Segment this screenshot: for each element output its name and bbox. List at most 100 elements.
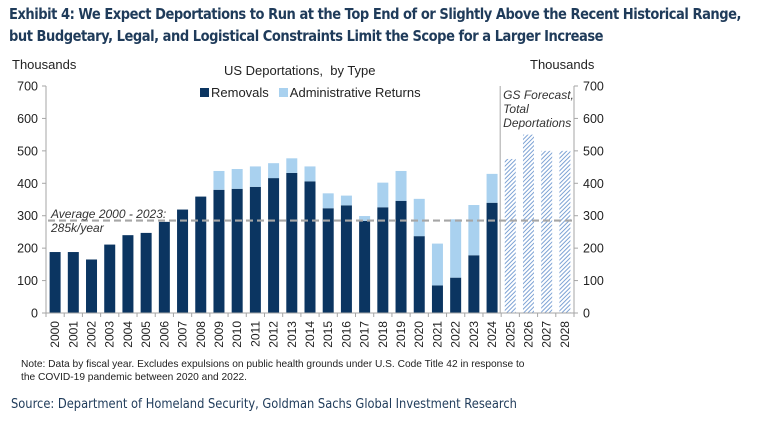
x-tick-label-2024: 2024	[485, 321, 499, 348]
bar-administrative-returns-2012	[268, 163, 280, 179]
bar-removals-2009	[213, 189, 225, 313]
bar-removals-2015	[322, 208, 334, 313]
x-tick-label-2016: 2016	[339, 321, 353, 348]
legend-label-removals: Removals	[211, 85, 269, 100]
x-tick-label-2000: 2000	[48, 321, 62, 348]
bar-administrative-returns-2018	[377, 182, 389, 208]
legend-item-administrative-returns: Administrative Returns	[278, 85, 421, 100]
x-tick-label-2028: 2028	[558, 321, 572, 348]
bar-removals-2022	[450, 277, 462, 313]
x-tick-label-2001: 2001	[66, 321, 80, 348]
bar-removals-2013	[286, 172, 298, 313]
right-axis-unit-label: Thousands	[530, 57, 595, 72]
right-y-tick-label-300: 300	[583, 209, 604, 223]
bar-removals-2011	[249, 186, 261, 313]
bar-administrative-returns-2015	[322, 193, 334, 209]
left-axis-unit-label: Thousands	[12, 57, 77, 72]
bar-removals-2000	[49, 252, 61, 313]
bar-gs-forecast-total-deportations-2026	[522, 134, 534, 313]
left-y-tick-label-100: 100	[17, 274, 38, 288]
x-tick-label-2011: 2011	[248, 321, 262, 347]
right-y-tick-label-400: 400	[583, 177, 604, 191]
bar-administrative-returns-2020	[413, 198, 425, 237]
x-tick-label-2017: 2017	[358, 321, 372, 348]
x-tick-label-2003: 2003	[103, 321, 117, 348]
bar-removals-2018	[377, 207, 389, 313]
average-label-line-1: Average 2000 - 2023:	[50, 207, 166, 221]
chart-legend: Removals Administrative Returns	[200, 85, 431, 100]
exhibit-title-line-1: Exhibit 4: We Expect Deportations to Run…	[9, 5, 741, 23]
x-tick-label-2013: 2013	[285, 321, 299, 348]
x-tick-label-2026: 2026	[521, 321, 535, 348]
bar-removals-2012	[268, 178, 280, 313]
bar-administrative-returns-2011	[249, 166, 261, 187]
chart-note-line-1: Note: Data by fiscal year. Excludes expu…	[21, 359, 525, 370]
bar-removals-2024	[486, 202, 498, 313]
forecast-label-line-2: Total	[503, 102, 529, 116]
bar-removals-2001	[67, 252, 79, 313]
left-y-tick-label-600: 600	[17, 112, 38, 126]
right-y-tick-label-600: 600	[583, 112, 604, 126]
x-tick-label-2015: 2015	[321, 321, 335, 348]
bar-administrative-returns-2010	[231, 169, 243, 189]
legend-label-administrative-returns: Administrative Returns	[289, 85, 421, 100]
average-line-group: Average 2000 - 2023:285k/year	[48, 207, 572, 235]
forecast-label-line-1: GS Forecast,	[503, 88, 574, 102]
bar-removals-2016	[340, 205, 352, 313]
bar-removals-2017	[359, 220, 371, 313]
average-label-line-2: 285k/year	[50, 221, 105, 235]
left-y-tick-label-0: 0	[31, 307, 38, 321]
x-tick-label-2009: 2009	[212, 321, 226, 348]
chart-note: Note: Data by fiscal year. Excludes expu…	[21, 358, 621, 384]
left-y-tick-label-700: 700	[17, 80, 38, 94]
legend-item-removals: Removals	[200, 85, 269, 100]
bar-removals-2019	[395, 200, 407, 313]
bar-removals-2005	[140, 232, 152, 313]
bar-removals-2023	[468, 255, 480, 313]
x-tick-label-2019: 2019	[394, 321, 408, 348]
bar-administrative-returns-2024	[486, 173, 498, 203]
x-tick-label-2002: 2002	[85, 321, 99, 348]
bars-group	[49, 134, 571, 313]
right-y-tick-label-700: 700	[583, 80, 604, 94]
bar-removals-2006	[158, 221, 170, 313]
bar-administrative-returns-2013	[286, 158, 298, 173]
bar-administrative-returns-2023	[468, 205, 480, 256]
bar-gs-forecast-total-deportations-2025	[504, 158, 516, 313]
exhibit-title: Exhibit 4: We Expect Deportations to Run…	[9, 3, 741, 47]
bar-removals-2002	[86, 259, 98, 313]
exhibit-title-line-2: but Budgetary, Legal, and Logistical Con…	[9, 27, 604, 45]
bar-removals-2004	[122, 235, 134, 313]
bar-administrative-returns-2016	[340, 195, 352, 206]
bar-removals-2008	[195, 196, 207, 313]
x-tick-label-2008: 2008	[194, 321, 208, 348]
x-tick-label-2020: 2020	[412, 321, 426, 348]
bar-removals-2020	[413, 236, 425, 313]
bar-administrative-returns-2021	[431, 243, 443, 286]
left-y-tick-label-300: 300	[17, 209, 38, 223]
chart-note-line-2: the COVID-19 pandemic between 2020 and 2…	[21, 372, 247, 383]
forecast-label-line-3: Deportations	[503, 116, 571, 130]
right-y-tick-label-200: 200	[583, 242, 604, 256]
x-tick-label-2007: 2007	[176, 321, 190, 348]
right-y-tick-label-100: 100	[583, 274, 604, 288]
x-tick-label-2005: 2005	[139, 321, 153, 348]
bar-administrative-returns-2022	[450, 219, 462, 278]
x-tick-label-2010: 2010	[230, 321, 244, 348]
bar-removals-2021	[431, 285, 443, 313]
x-tick-label-2018: 2018	[376, 321, 390, 348]
x-tick-label-2006: 2006	[157, 321, 171, 348]
axes-group: 0 0 100 100 200 200 300 300 400 400 500 500 600 600 70…	[17, 80, 604, 348]
x-tick-label-2004: 2004	[121, 321, 135, 348]
x-tick-label-2027: 2027	[540, 321, 554, 348]
bar-removals-2003	[104, 244, 116, 313]
left-y-tick-label-500: 500	[17, 144, 38, 158]
x-tick-label-2014: 2014	[303, 321, 317, 348]
bar-removals-2010	[231, 188, 243, 313]
legend-swatch-administrative-returns	[278, 88, 288, 97]
bar-administrative-returns-2009	[213, 170, 225, 190]
chart-title: US Deportations, by Type	[224, 63, 376, 78]
bar-gs-forecast-total-deportations-2027	[541, 150, 553, 313]
legend-swatch-removals	[200, 88, 209, 97]
